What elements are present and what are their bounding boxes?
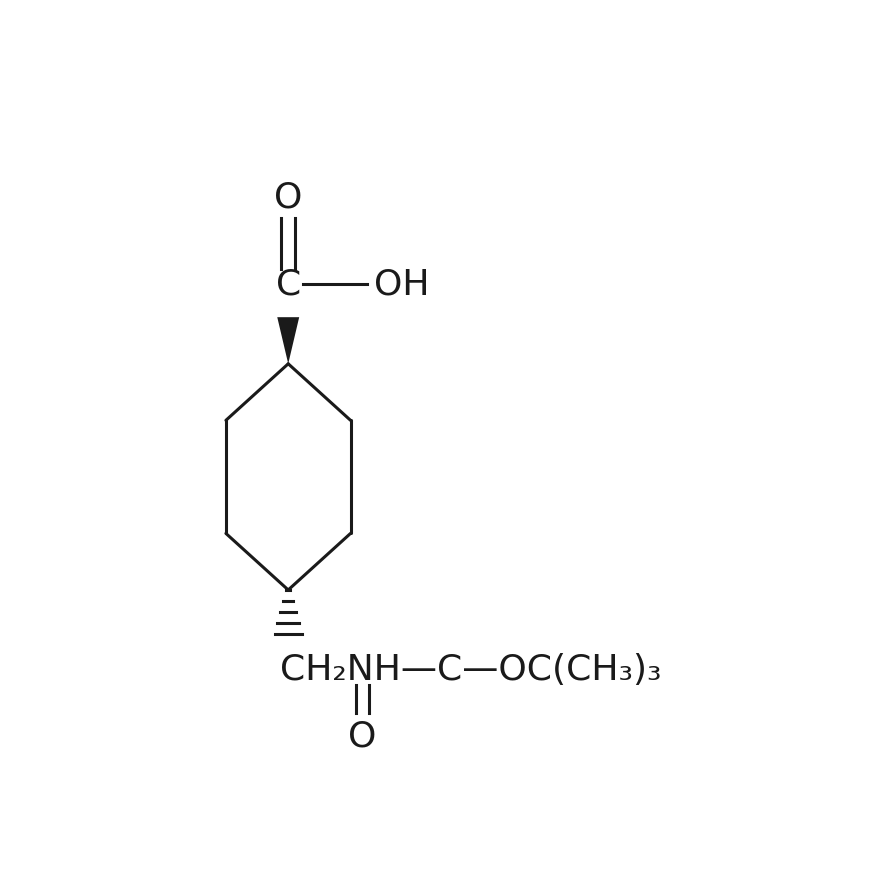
Text: C: C bbox=[276, 267, 301, 302]
Text: O: O bbox=[348, 720, 376, 754]
Text: CH₂NH—C—OC(CH₃)₃: CH₂NH—C—OC(CH₃)₃ bbox=[280, 653, 661, 687]
Text: O: O bbox=[274, 181, 303, 214]
Text: OH: OH bbox=[374, 267, 429, 302]
Polygon shape bbox=[278, 317, 299, 364]
